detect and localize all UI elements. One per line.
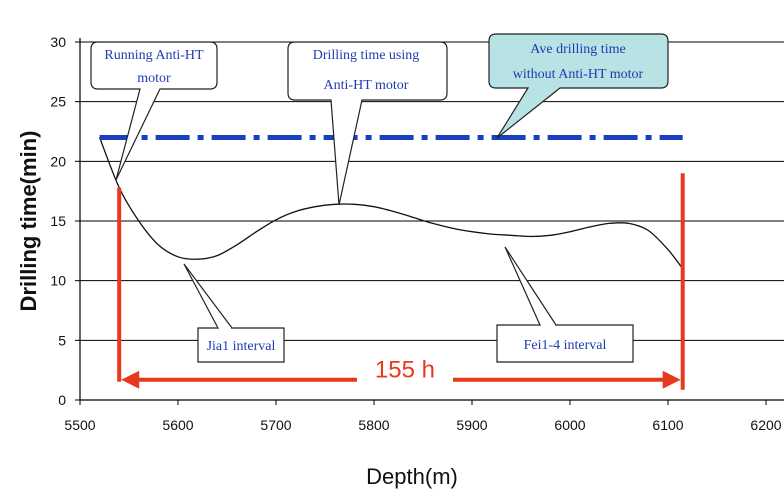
x-tick-label: 6000 (554, 417, 585, 433)
callout-fei1-4-interval: Fei1-4 interval (496, 246, 634, 363)
callout-drilling-time-using: Drilling time using Anti-HT motor (287, 41, 448, 206)
callout-fei-text: Fei1-4 interval (524, 338, 607, 353)
y-tick-label: 20 (50, 153, 66, 169)
x-axis-title: Depth(m) (366, 464, 458, 489)
callout-jia1-text: Jia1 interval (207, 339, 276, 354)
callout-ave-line1: Ave drilling time (530, 42, 625, 57)
x-tick-label: 5500 (64, 417, 95, 433)
drilling-time-series-line (98, 137, 684, 270)
y-tick-label: 10 (50, 273, 66, 289)
x-tick-label: 5600 (162, 417, 193, 433)
y-tick-label: 30 (50, 34, 66, 50)
y-tick-label: 5 (58, 332, 66, 348)
arrowhead-right (662, 370, 681, 389)
callout-running-anti-ht-motor: Running Anti-HT motor (90, 41, 218, 181)
callout-running-line2: motor (137, 71, 171, 86)
callout-drilling-line2: Anti-HT motor (324, 78, 409, 93)
interval-label: 155 h (375, 357, 435, 384)
y-tick-label: 15 (50, 213, 66, 229)
x-tick-label: 5700 (260, 417, 291, 433)
interval-marker: 155 h (117, 173, 685, 390)
y-tick-label: 25 (50, 94, 66, 110)
callout-jia1-interval: Jia1 interval (183, 263, 285, 363)
y-axis-title: Drilling time(min) (16, 131, 41, 312)
y-tick-label: 0 (58, 392, 66, 408)
x-tick-label: 5900 (456, 417, 487, 433)
x-tick-label: 6200 (750, 417, 781, 433)
callout-ave-drilling-time: Ave drilling time without Anti-HT motor (488, 33, 669, 139)
x-tick-label: 5800 (358, 417, 389, 433)
callout-running-line1: Running Anti-HT (104, 48, 204, 63)
callout-drilling-line1: Drilling time using (313, 48, 420, 63)
x-tick-label: 6100 (652, 417, 683, 433)
arrowhead-left (121, 370, 140, 389)
callout-ave-line2: without Anti-HT motor (513, 67, 644, 82)
